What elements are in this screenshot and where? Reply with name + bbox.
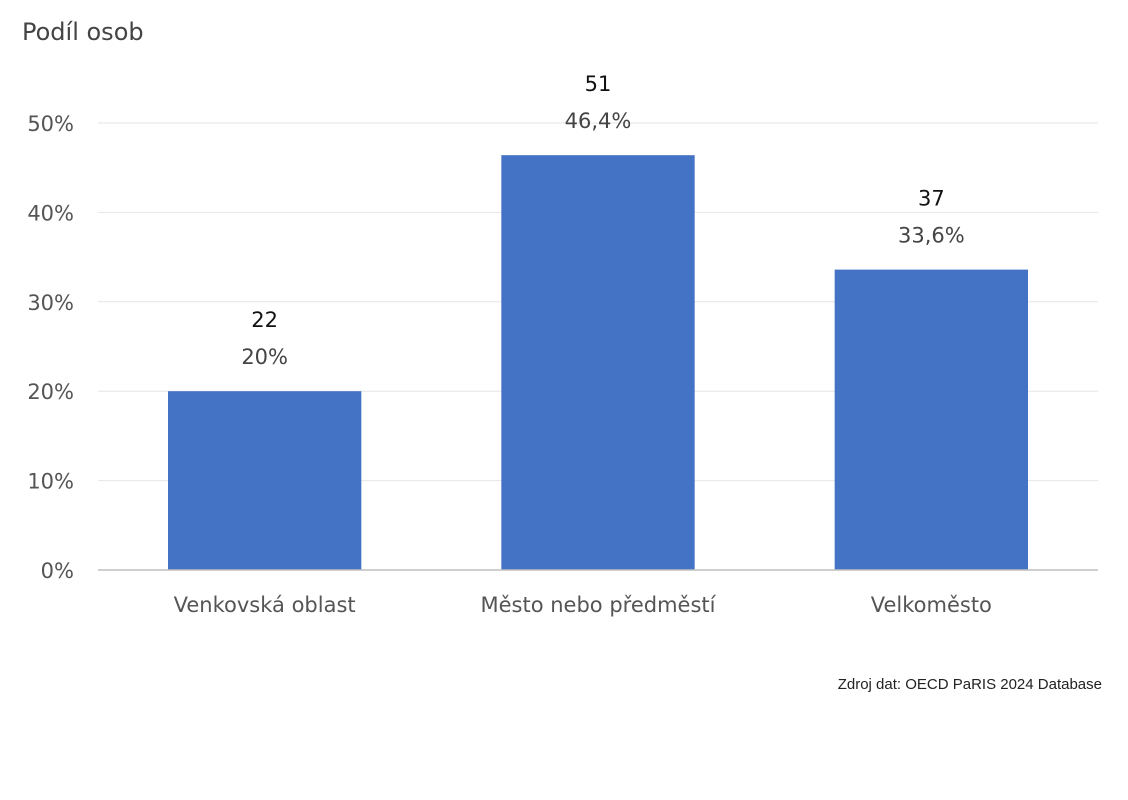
count-label: 37 bbox=[918, 187, 945, 211]
bar bbox=[834, 269, 1028, 570]
x-tick-label: Velkoměsto bbox=[871, 593, 992, 617]
x-tick-label: Venkovská oblast bbox=[174, 593, 356, 617]
y-tick-label: 20% bbox=[27, 380, 74, 404]
count-label: 22 bbox=[251, 308, 278, 332]
x-axis-ticks: Venkovská oblast Město nebo předměstí Velk… bbox=[174, 593, 992, 617]
value-label: 33,6% bbox=[898, 224, 965, 248]
y-tick-label: 50% bbox=[27, 112, 74, 136]
y-tick-label: 10% bbox=[27, 470, 74, 494]
bar bbox=[168, 391, 362, 570]
y-tick-label: 0% bbox=[41, 559, 74, 583]
value-label: 20% bbox=[241, 345, 288, 369]
bars bbox=[168, 155, 1028, 570]
value-label: 46,4% bbox=[565, 109, 632, 133]
y-axis-title: Podíl osob bbox=[22, 18, 144, 46]
data-labels: 20% 22 46,4% 51 33,6% 37 bbox=[241, 72, 964, 369]
y-tick-label: 40% bbox=[27, 201, 74, 225]
x-tick-label: Město nebo předměstí bbox=[481, 593, 717, 617]
y-axis-ticks: 0% 10% 20% 30% 40% 50% bbox=[27, 112, 74, 583]
bar bbox=[501, 155, 695, 570]
count-label: 51 bbox=[585, 72, 612, 96]
y-tick-label: 30% bbox=[27, 291, 74, 315]
source-note: Zdroj dat: OECD PaRIS 2024 Database bbox=[837, 676, 1102, 693]
